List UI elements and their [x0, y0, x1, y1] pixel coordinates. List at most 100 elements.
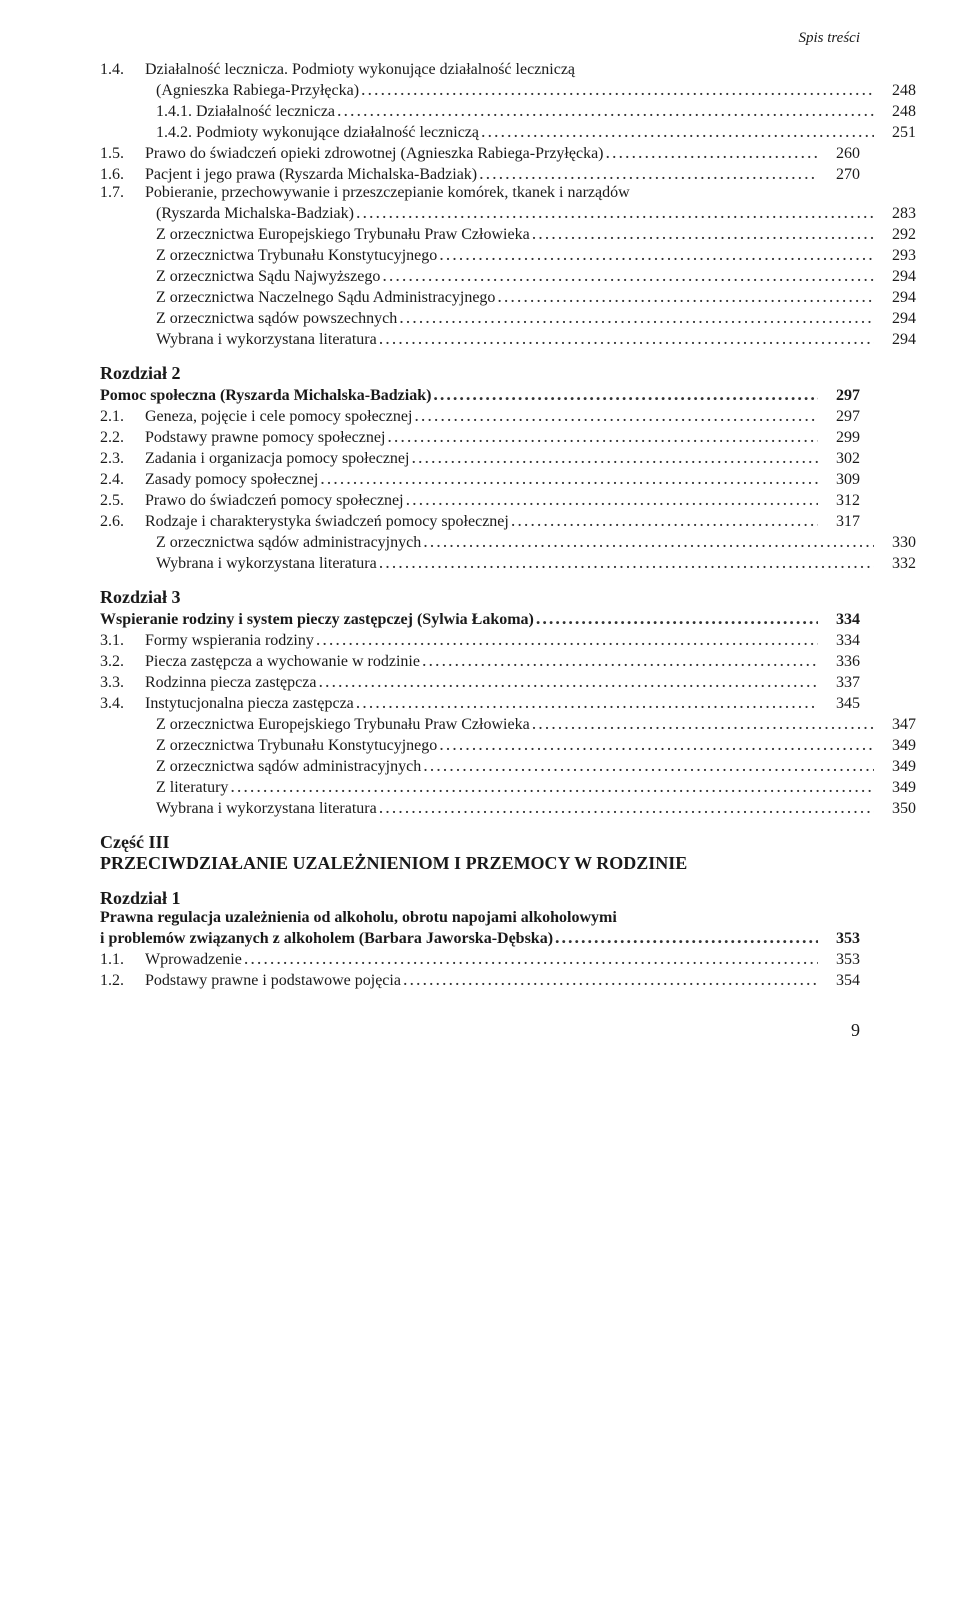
toc-entry-title: Z orzecznictwa sądów administracyjnych — [156, 758, 421, 776]
toc-entry-title: Formy wspierania rodziny — [145, 632, 314, 650]
toc-entry-title: i problemów związanych z alkoholem (Barb… — [100, 930, 553, 948]
toc-entry-page: 349 — [876, 737, 916, 755]
dot-leaders: ........................................… — [532, 223, 874, 244]
toc-entry: 1.7.Pobieranie, przechowywanie i przeszc… — [100, 184, 860, 202]
toc-entry-title: Instytucjonalna piecza zastępcza — [145, 695, 354, 713]
toc-entry: 2.1.Geneza, pojęcie i cele pomocy społec… — [100, 405, 860, 426]
toc-entry-number: 3.2. — [100, 653, 145, 671]
toc-entry-page: 294 — [876, 268, 916, 286]
dot-leaders: ........................................… — [532, 713, 874, 734]
toc-entry-title: Pobieranie, przechowywanie i przeszczepi… — [145, 184, 630, 202]
toc-entry-title: Z literatury — [156, 779, 228, 797]
toc-entry-title: Pomoc społeczna (Ryszarda Michalska-Badz… — [100, 387, 431, 405]
dot-leaders: ........................................… — [356, 692, 818, 713]
toc-entry-number: 3.3. — [100, 674, 145, 692]
toc-entry: 3.1.Formy wspierania rodziny............… — [100, 629, 860, 650]
page-number: 9 — [100, 1020, 860, 1041]
dot-leaders: ........................................… — [414, 405, 818, 426]
toc-entry-number: 1.6. — [100, 166, 145, 184]
dot-leaders: ........................................… — [423, 531, 874, 552]
toc-entry-page: 251 — [876, 124, 916, 142]
toc-entry-title: Rodzaje i charakterystyka świadczeń pomo… — [145, 513, 509, 531]
toc-entry-page: 302 — [820, 450, 860, 468]
toc-entry: 1.4.1. Działalność lecznicza............… — [100, 100, 916, 121]
toc-entry-page: 353 — [820, 951, 860, 969]
toc-entry-page: 349 — [876, 758, 916, 776]
toc-entry: 2.2.Podstawy prawne pomocy społecznej...… — [100, 426, 860, 447]
dot-leaders: ........................................… — [399, 307, 874, 328]
toc-entry-page: 297 — [820, 387, 860, 405]
dot-leaders: ........................................… — [230, 776, 874, 797]
toc-entry-title: Z orzecznictwa Europejskiego Trybunału P… — [156, 226, 530, 244]
toc-entry-page: 334 — [820, 632, 860, 650]
toc-entry-number: 2.4. — [100, 471, 145, 489]
toc-entry-title: Zasady pomocy społecznej — [145, 471, 318, 489]
toc-entry: 1.4.Działalność lecznicza. Podmioty wyko… — [100, 61, 860, 79]
toc-entry-title: Podstawy prawne pomocy społecznej — [145, 429, 385, 447]
toc-entry: 1.6.Pacjent i jego prawa (Ryszarda Micha… — [100, 163, 860, 184]
toc-entry: Z orzecznictwa sądów administracyjnych..… — [100, 755, 916, 776]
toc-entry-number: 2.5. — [100, 492, 145, 510]
toc-entry-title: Z orzecznictwa sądów powszechnych — [156, 310, 397, 328]
toc-entry: 2.6.Rodzaje i charakterystyka świadczeń … — [100, 510, 860, 531]
dot-leaders: ........................................… — [606, 142, 819, 163]
running-head: Spis treści — [100, 30, 860, 47]
toc-entry-page: 337 — [820, 674, 860, 692]
toc-entry-page: 336 — [820, 653, 860, 671]
toc-entry-number: 1.4. — [100, 61, 145, 79]
toc-entry-page: 345 — [820, 695, 860, 713]
toc-entry: Z orzecznictwa sądów powszechnych.......… — [100, 307, 916, 328]
toc-entry: 1.2.Podstawy prawne i podstawowe pojęcia… — [100, 969, 860, 990]
toc-entry-title: Z orzecznictwa sądów administracyjnych — [156, 534, 421, 552]
toc-entry-number: 2.1. — [100, 408, 145, 426]
toc-entry-page: 309 — [820, 471, 860, 489]
dot-leaders: ........................................… — [481, 121, 874, 142]
dot-leaders: ........................................… — [511, 510, 818, 531]
toc-entry: Z orzecznictwa Naczelnego Sądu Administr… — [100, 286, 916, 307]
toc-entry-page: 312 — [820, 492, 860, 510]
toc-entry: Wybrana i wykorzystana literatura.......… — [100, 552, 916, 573]
toc-entry-number: 2.2. — [100, 429, 145, 447]
toc-entry-title: Z orzecznictwa Trybunału Konstytucyjnego — [156, 247, 437, 265]
dot-leaders: ........................................… — [356, 202, 874, 223]
toc-entry-page: 354 — [820, 972, 860, 990]
dot-leaders: ........................................… — [439, 244, 874, 265]
toc-entry: 2.5.Prawo do świadczeń pomocy społecznej… — [100, 489, 860, 510]
toc-entry: 2.3.Zadania i organizacja pomocy społecz… — [100, 447, 860, 468]
dot-leaders: ........................................… — [411, 447, 818, 468]
toc-entry-page: 294 — [876, 331, 916, 349]
toc-entry-title: Rodzinna piecza zastępcza — [145, 674, 316, 692]
toc-entry-number: 1.7. — [100, 184, 145, 202]
toc-entry-title: (Agnieszka Rabiega-Przyłęcka) — [156, 82, 359, 100]
toc-entry-title: Wprowadzenie — [145, 951, 242, 969]
toc-entry-title: Wybrana i wykorzystana literatura — [156, 331, 377, 349]
toc-entry-title: Prawo do świadczeń opieki zdrowotnej (Ag… — [145, 145, 604, 163]
dot-leaders: ........................................… — [423, 755, 874, 776]
toc-entry: 2.4.Zasady pomocy społecznej............… — [100, 468, 860, 489]
toc-entry: Z orzecznictwa Sądu Najwyższego.........… — [100, 265, 916, 286]
dot-leaders: ........................................… — [433, 384, 818, 405]
toc-entry-number: 3.4. — [100, 695, 145, 713]
toc-entry: 1.4.2. Podmioty wykonujące działalność l… — [100, 121, 916, 142]
toc-entry-page: 294 — [876, 289, 916, 307]
toc-entry: 1.5.Prawo do świadczeń opieki zdrowotnej… — [100, 142, 860, 163]
toc-entry-title: Z orzecznictwa Sądu Najwyższego — [156, 268, 380, 286]
toc-entry: 1.1.Wprowadzenie........................… — [100, 948, 860, 969]
dot-leaders: ........................................… — [337, 100, 874, 121]
dot-leaders: ........................................… — [379, 797, 874, 818]
toc-entry-number: 1.5. — [100, 145, 145, 163]
chapter-label: Rozdział 3 — [100, 587, 860, 608]
toc-entry: (Ryszarda Michalska-Badziak)............… — [100, 202, 916, 223]
toc-entry: i problemów związanych z alkoholem (Barb… — [100, 927, 860, 948]
dot-leaders: ........................................… — [320, 468, 818, 489]
dot-leaders: ........................................… — [244, 948, 818, 969]
dot-leaders: ........................................… — [316, 629, 818, 650]
dot-leaders: ........................................… — [406, 489, 818, 510]
toc-entry-page: 294 — [876, 310, 916, 328]
toc-entry: 3.2.Piecza zastępcza a wychowanie w rodz… — [100, 650, 860, 671]
toc-entry: Z orzecznictwa Trybunału Konstytucyjnego… — [100, 734, 916, 755]
dot-leaders: ........................................… — [318, 671, 818, 692]
toc-entry-title: Wspieranie rodziny i system pieczy zastę… — [100, 611, 534, 629]
toc-entry-page: 293 — [876, 247, 916, 265]
toc-entry-page: 330 — [876, 534, 916, 552]
